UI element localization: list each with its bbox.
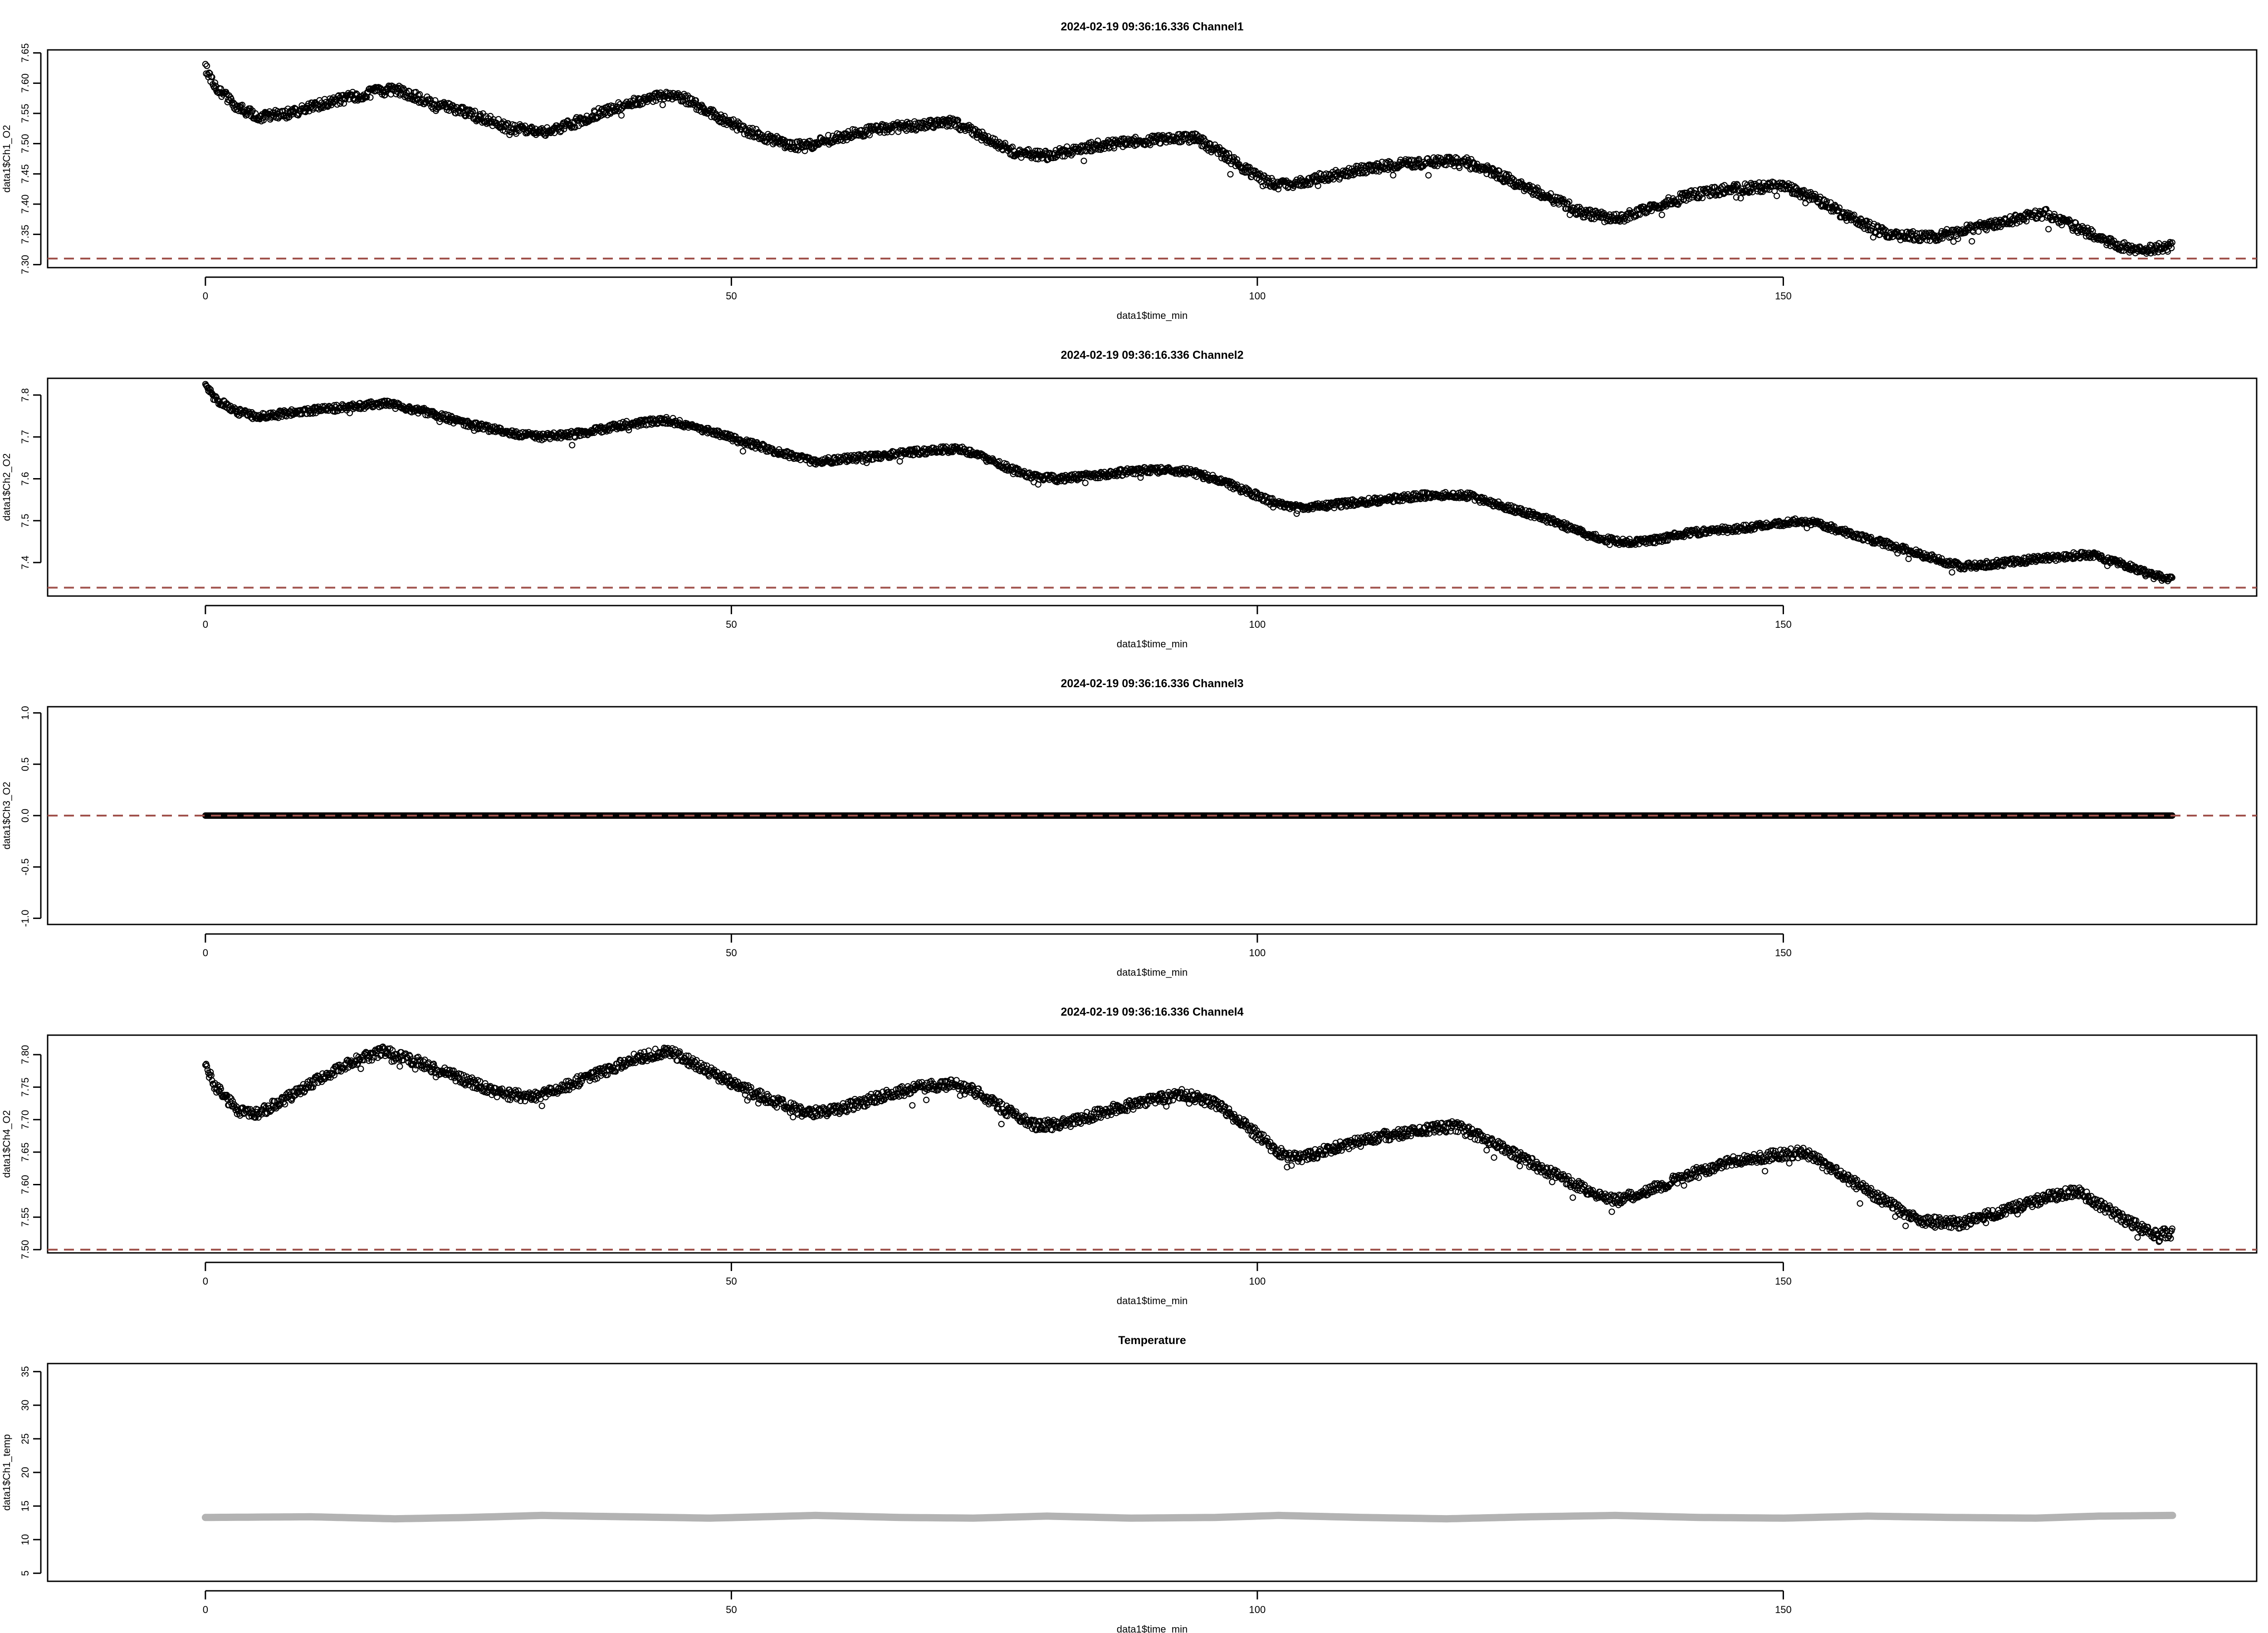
panel-title: 2024-02-19 09:36:16.336 Channel2 [1061, 349, 1243, 362]
y-tick-label: -1.0 [20, 909, 31, 927]
panel-3: 2024-02-19 09:36:16.336 Channel3 0 50 100 15… [1, 677, 2258, 978]
data-series [48, 381, 2257, 589]
y-tick-label: 35 [20, 1366, 31, 1377]
x-tick-label: 0 [203, 619, 208, 630]
panel-title: Temperature [1118, 1334, 1186, 1347]
x-tick-label: 0 [203, 1276, 208, 1287]
y-tick-label: 7.80 [20, 1045, 31, 1065]
y-tick-label: 7.5 [20, 514, 31, 528]
plot-frame [47, 1363, 2258, 1582]
x-tick-label: 150 [1775, 619, 1792, 630]
x-tick-label: 0 [203, 290, 208, 302]
x-tick-label: 100 [1249, 1604, 1266, 1615]
y-tick-label: 0.5 [20, 757, 31, 771]
y-tick-label: 1.0 [20, 706, 31, 720]
plot-frame [47, 49, 2258, 269]
x-tick-label: 50 [726, 1604, 737, 1615]
panel-title: 2024-02-19 09:36:16.336 Channel1 [1061, 20, 1243, 33]
x-tick-label: 150 [1775, 1604, 1792, 1615]
y-tick-label: -0.5 [20, 858, 31, 875]
y-tick-label: 7.75 [20, 1077, 31, 1097]
data-points [202, 381, 2175, 584]
y-tick-label: 7.30 [20, 255, 31, 274]
y-tick-label: 30 [20, 1400, 31, 1411]
y-tick-label: 7.55 [20, 104, 31, 123]
y-tick-label: 7.35 [20, 225, 31, 244]
y-tick-label: 7.40 [20, 195, 31, 214]
y-tick-label: 7.60 [20, 1175, 31, 1194]
y-axis-label: data1$Ch3_O2 [1, 782, 12, 849]
y-tick-label: 7.8 [20, 388, 31, 402]
plot-frame [47, 1034, 2258, 1254]
data-series [201, 1511, 2176, 1523]
x-axis-label: data1$time_min [1117, 1623, 1188, 1633]
panel-4: 2024-02-19 09:36:16.336 Channel4 0 50 100 15… [1, 1006, 2258, 1306]
y-axis-label: data1$Ch2_O2 [1, 453, 12, 521]
x-tick-label: 100 [1249, 619, 1266, 630]
x-tick-label: 150 [1775, 290, 1792, 302]
y-tick-label: 7.60 [20, 73, 31, 93]
panel-1: 2024-02-19 09:36:16.336 Channel1 0 50 100 15… [1, 20, 2258, 321]
y-tick-label: 7.45 [20, 164, 31, 184]
x-axis-label: data1$time_min [1117, 638, 1188, 650]
y-tick-label: 7.70 [20, 1110, 31, 1129]
data-points [202, 61, 2175, 257]
y-axis-label: data1$Ch1_temp [1, 1434, 12, 1511]
x-tick-label: 100 [1249, 290, 1266, 302]
panel-2: 2024-02-19 09:36:16.336 Channel2 0 50 100 15… [1, 349, 2258, 650]
y-tick-label: 15 [20, 1501, 31, 1511]
x-axis-label: data1$time_min [1117, 967, 1188, 978]
y-tick-label: 5 [20, 1570, 31, 1576]
y-tick-label: 7.55 [20, 1208, 31, 1227]
y-tick-label: 7.65 [20, 43, 31, 63]
x-tick-label: 50 [726, 1276, 737, 1287]
y-tick-label: 7.6 [20, 472, 31, 486]
y-tick-label: 7.50 [20, 1240, 31, 1259]
data-points [202, 1043, 2175, 1245]
x-tick-label: 0 [203, 1604, 208, 1615]
x-tick-label: 100 [1249, 947, 1266, 958]
x-tick-label: 0 [203, 947, 208, 958]
data-series [48, 1043, 2257, 1251]
data-series [48, 812, 2257, 819]
y-tick-label: 7.7 [20, 430, 31, 444]
x-tick-label: 50 [726, 290, 737, 302]
panel-title: 2024-02-19 09:36:16.336 Channel3 [1061, 677, 1243, 690]
y-tick-label: 20 [20, 1467, 31, 1478]
x-tick-label: 100 [1249, 1276, 1266, 1287]
x-tick-label: 50 [726, 947, 737, 958]
x-tick-label: 150 [1775, 947, 1792, 958]
y-tick-label: 25 [20, 1433, 31, 1444]
panel-title: 2024-02-19 09:36:16.336 Channel4 [1061, 1006, 1243, 1018]
y-tick-label: 0.0 [20, 809, 31, 823]
y-axis-label: data1$Ch4_O2 [1, 1110, 12, 1178]
y-axis-label: data1$Ch1_O2 [1, 125, 12, 192]
y-tick-label: 7.50 [20, 134, 31, 153]
x-tick-label: 150 [1775, 1276, 1792, 1287]
data-series [48, 61, 2257, 259]
temperature-line [201, 1511, 2176, 1523]
x-axis-label: data1$time_min [1117, 1295, 1188, 1306]
x-axis-label: data1$time_min [1117, 310, 1188, 321]
y-tick-label: 7.65 [20, 1142, 31, 1162]
x-tick-label: 50 [726, 619, 737, 630]
plot-frame [47, 377, 2258, 597]
y-tick-label: 7.4 [20, 556, 31, 570]
panel-5: Temperature 0 50 100 150 data1$time_min 5 10 15 2… [1, 1334, 2258, 1633]
y-tick-label: 10 [20, 1534, 31, 1545]
